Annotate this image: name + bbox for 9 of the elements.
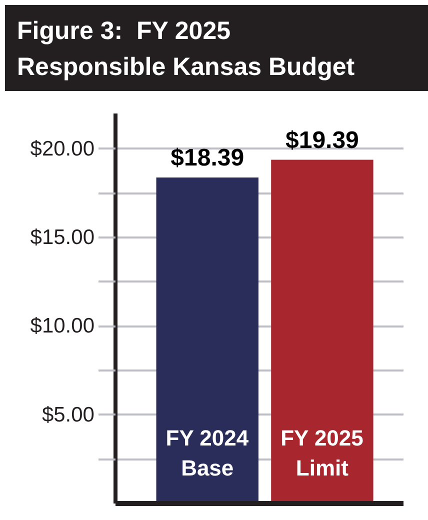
y-tick-label: $5.00 (42, 403, 95, 426)
data-label: $19.39 (285, 126, 359, 154)
y-tick-label: $15.00 (30, 226, 95, 250)
x-tick-label: FY 2024 Base (166, 426, 250, 480)
y-tick-label: $10.00 (30, 314, 95, 338)
y-tick-label: $20.00 (30, 137, 95, 160)
x-tick-label: FY 2025 Limit (280, 426, 364, 480)
data-label: $18.39 (170, 144, 244, 172)
chart-title: Figure 3: FY 2025 Responsible Kansas Budget (17, 16, 355, 83)
